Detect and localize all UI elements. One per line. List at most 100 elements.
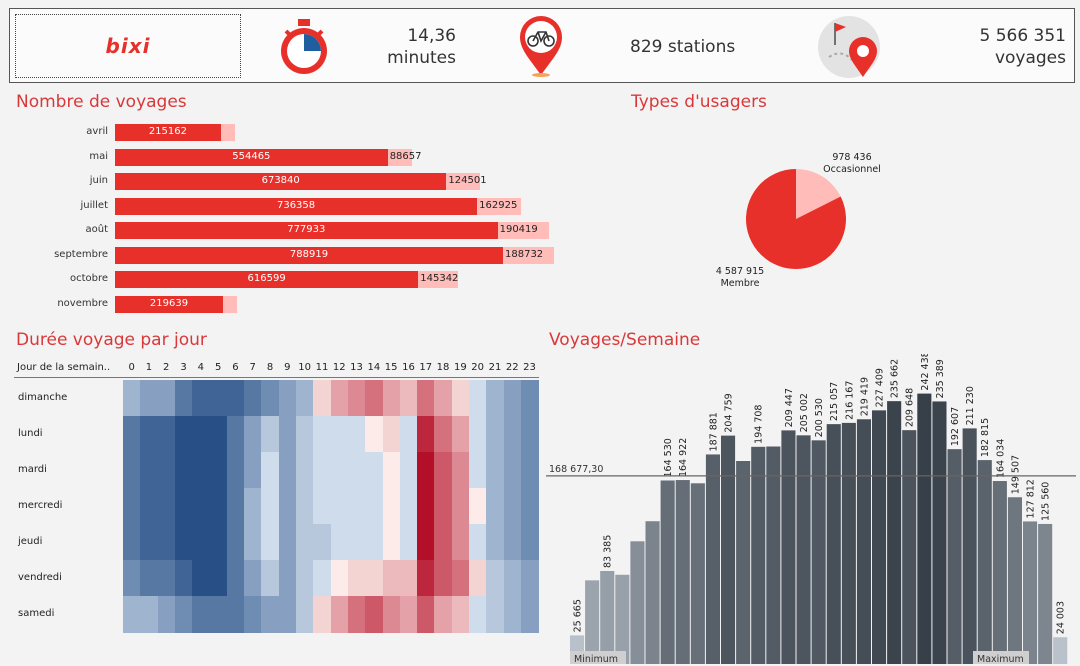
heatmap-cell <box>192 380 210 417</box>
heatmap-cell <box>278 524 297 561</box>
heatmap-cell <box>503 416 522 453</box>
heatmap-cell <box>313 452 332 489</box>
week-bar-label: 235 662 <box>890 359 901 398</box>
bar-primary <box>115 148 388 166</box>
week-bar <box>1023 521 1038 664</box>
heatmap-cell <box>417 380 435 417</box>
month-label: novembre <box>57 297 108 309</box>
week-bar <box>1053 637 1068 664</box>
heatmap-cell <box>520 488 539 525</box>
week-bar <box>887 401 902 664</box>
bar-primary <box>115 124 221 141</box>
hour-label: 3 <box>180 362 187 373</box>
heatmap-cell <box>123 524 141 561</box>
heatmap-cell <box>192 596 210 633</box>
heatmap-cell <box>486 596 505 633</box>
bar-secondary-label: 190419 <box>499 224 538 235</box>
weekday-label: dimanche <box>18 392 68 403</box>
heatmap-cell <box>174 380 193 417</box>
heatmap-cell <box>469 488 487 525</box>
heatmap-cell <box>486 560 505 597</box>
bar-secondary-label: 162925 <box>479 199 518 211</box>
bar-value-label: 777933 <box>287 224 326 235</box>
bar-secondary-label: 88657 <box>389 150 422 162</box>
stations-count: 829 stations <box>630 37 736 57</box>
heatmap-cell <box>330 452 349 489</box>
heatmap-cell <box>209 416 228 453</box>
hour-label: 2 <box>163 362 170 373</box>
heatmap-cell <box>192 416 210 453</box>
hour-label: 10 <box>298 362 312 373</box>
bar-value-label: 554465 <box>232 150 271 162</box>
pie-slice-occasionnel <box>796 169 841 219</box>
heatmap-cell <box>486 488 505 525</box>
week-bar <box>977 460 992 664</box>
bar-value-label: 736358 <box>276 199 316 211</box>
heatmap-cell <box>503 380 522 417</box>
heatmap-cell <box>192 452 210 489</box>
heatmap-cell <box>313 560 332 597</box>
heatmap-cell <box>434 488 453 525</box>
hour-label: 8 <box>266 362 274 373</box>
heatmap-cell <box>399 488 418 525</box>
bar-primary <box>115 246 503 264</box>
week-bar <box>917 393 932 664</box>
heatmap-cell <box>244 416 262 453</box>
bar-value-label: 219639 <box>149 297 189 309</box>
duration-heatmap: Jour de la semain.. 0 1 2 3 4 5 6 7 8 9 10 11 12 13 14 1… <box>12 358 542 633</box>
heatmap-cell <box>382 488 401 525</box>
weekday-label: samedi <box>18 608 55 619</box>
heatmap-cell <box>503 596 522 633</box>
bar-value-label: 215162 <box>148 126 187 137</box>
heatmap-cell <box>174 524 193 561</box>
heatmap-cell <box>330 560 349 597</box>
heatmap-cell <box>278 380 297 417</box>
week-bar <box>660 480 675 664</box>
heatmap-cell <box>140 524 159 561</box>
weekday-label: lundi <box>18 428 43 439</box>
bar-secondary-label: 124501 <box>448 175 487 186</box>
weekday-label: jeudi <box>18 536 43 547</box>
heatmap-cell <box>140 596 159 633</box>
heatmap-cell <box>451 596 470 633</box>
heatmap-cell <box>313 380 332 417</box>
heatmap-cell <box>382 452 401 489</box>
hour-label: 13 <box>350 362 363 373</box>
heatmap-cell <box>313 596 332 633</box>
heatmap-cell <box>347 488 366 525</box>
heatmap-cell <box>123 488 141 525</box>
heatmap-cell <box>520 596 539 633</box>
heatmap-cell <box>278 452 297 489</box>
heatmap-cell <box>399 380 418 417</box>
heatmap-cell <box>157 452 176 489</box>
week-bar <box>585 580 600 664</box>
week-bar-label: 209 648 <box>905 388 916 427</box>
max-marker-label: Maximum <box>977 654 1024 664</box>
bar-value-label: 616599 <box>247 273 286 284</box>
heatmap-cell <box>417 560 435 597</box>
heatmap-cell <box>296 452 314 489</box>
heatmap-cell <box>313 416 332 453</box>
week-bar-label: 242 438 <box>920 354 931 391</box>
week-bar-label: 149 507 <box>1010 455 1021 494</box>
bar-primary <box>115 222 498 239</box>
heatmap-cell <box>226 452 245 489</box>
heatmap-cell <box>330 380 349 417</box>
heatmap-cell <box>503 488 522 525</box>
bar-primary <box>115 197 478 215</box>
heatmap-cell <box>330 524 349 561</box>
hour-label: 5 <box>214 362 222 373</box>
hour-label: 16 <box>402 362 415 373</box>
heatmap-cell <box>365 452 383 489</box>
users-chart-title: Types d'usagers <box>631 92 767 112</box>
heatmap-cell <box>244 560 262 597</box>
month-label: juin <box>89 175 108 186</box>
logo-box: bixi <box>15 14 241 78</box>
heatmap-cell <box>347 416 366 453</box>
heatmap-cell <box>296 524 314 561</box>
week-bar <box>856 419 871 664</box>
heatmap-cell <box>417 524 435 561</box>
pie-value-label: 978 436 <box>832 152 871 163</box>
heatmap-cell <box>157 416 176 453</box>
week-bar <box>751 446 766 664</box>
